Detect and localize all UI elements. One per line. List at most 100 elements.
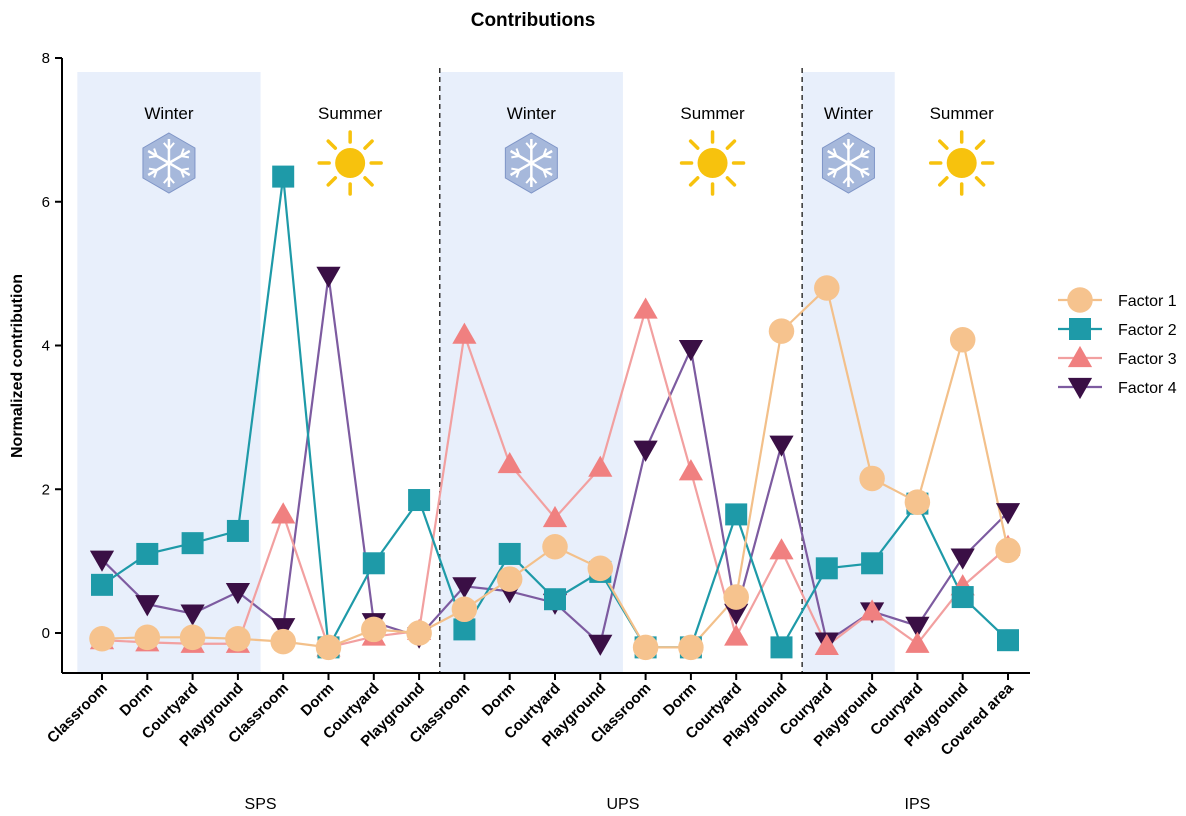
snowflake-arm (509, 161, 532, 177)
legend-marker (1067, 345, 1093, 368)
snowflake-branch (832, 148, 838, 157)
legend-label: Factor 4 (1118, 380, 1177, 397)
snowflake-branch (180, 155, 190, 159)
group-label: SPS (245, 796, 277, 813)
y-axis-label: Normalized contribution (9, 274, 26, 458)
snowflake-branch (828, 167, 837, 171)
group-label: UPS (606, 796, 639, 813)
data-point (723, 584, 749, 610)
data-point (769, 435, 794, 457)
data-point (362, 552, 385, 575)
data-point (496, 566, 523, 592)
sun-ray (326, 139, 338, 150)
legend-marker (1067, 377, 1093, 400)
snowflake-branch (148, 155, 158, 159)
data-point (725, 503, 748, 526)
data-point (361, 616, 387, 643)
snowflake-branch (530, 176, 538, 184)
data-point (769, 538, 794, 560)
data-point (135, 595, 160, 617)
data-point (860, 599, 885, 621)
group-dividers (439, 68, 803, 673)
sun-icon (679, 130, 746, 196)
data-point (408, 489, 431, 512)
snowflake-branch (847, 176, 855, 184)
snowflake-branch (860, 167, 869, 171)
data-point (89, 625, 115, 652)
legend-label: Factor 1 (1118, 293, 1177, 310)
legend-label: Factor 2 (1118, 322, 1177, 339)
snowflake-arm (509, 149, 532, 165)
sun-icon (928, 130, 995, 196)
snowflake-branch (525, 142, 533, 150)
legend-label: Factor 3 (1118, 351, 1177, 368)
data-point (271, 502, 296, 524)
sun-ray (974, 176, 986, 187)
snowflake-arm (847, 149, 870, 165)
data-point (724, 603, 749, 625)
data-point (315, 634, 342, 661)
data-point (588, 634, 613, 656)
data-point (270, 628, 296, 655)
snowflake-branch (180, 167, 190, 171)
snowflake-branch (515, 169, 521, 178)
data-point (226, 519, 249, 542)
sun-ray (725, 139, 737, 150)
data-point (770, 636, 793, 659)
data-point (225, 582, 250, 605)
sun-ray (363, 139, 374, 150)
snowflake-icon (504, 132, 558, 194)
data-point (678, 340, 703, 362)
snowflake-arm (827, 161, 850, 177)
snowflake-icon (821, 132, 875, 194)
snowflake-branch (542, 169, 548, 178)
data-point (861, 552, 884, 575)
data-point (316, 266, 341, 288)
data-point (814, 275, 840, 301)
snowflake-arm (147, 149, 170, 165)
data-point (453, 618, 476, 641)
snowflake-branch (832, 169, 838, 178)
sun-ray (974, 139, 986, 150)
data-point (633, 440, 658, 462)
legend-marker (1067, 287, 1093, 313)
snowflake-branch (828, 155, 837, 159)
data-point (89, 550, 115, 572)
snowflake-branch (542, 148, 548, 157)
data-point (134, 624, 161, 651)
chart-title: Contributions (471, 10, 596, 31)
snowflake-branch (842, 142, 850, 150)
data-point (859, 465, 885, 492)
sun-ray (938, 139, 949, 150)
snowflake-icon (142, 132, 196, 194)
snowflake-branch (153, 148, 158, 157)
snowflake-arm (530, 161, 553, 177)
data-point (542, 505, 568, 528)
sun-ray (688, 139, 700, 150)
x-tick-label: Dorm (660, 680, 700, 720)
sun-ray (725, 176, 737, 187)
data-point (587, 555, 614, 582)
season-label: Summer (318, 104, 383, 123)
snowflake-branch (180, 148, 185, 157)
data-point (995, 503, 1021, 525)
series-layer (89, 165, 1021, 661)
season-shading (77, 72, 895, 672)
snowflake-branch (525, 176, 533, 184)
legend-marker (1069, 318, 1091, 340)
snowflake-branch (168, 176, 175, 184)
data-point (951, 586, 974, 609)
data-point (588, 455, 613, 477)
sun-icon (317, 130, 383, 196)
snowflake-branch (847, 142, 855, 150)
season-label: Summer (680, 104, 745, 123)
data-point (678, 634, 704, 661)
snowflake-branch (543, 155, 552, 159)
snowflake-branch (842, 176, 850, 184)
data-point (678, 459, 703, 481)
data-point (904, 489, 931, 515)
snowflake-branch (168, 142, 175, 150)
snowflake-branch (859, 169, 865, 178)
season-label: Winter (824, 104, 873, 123)
